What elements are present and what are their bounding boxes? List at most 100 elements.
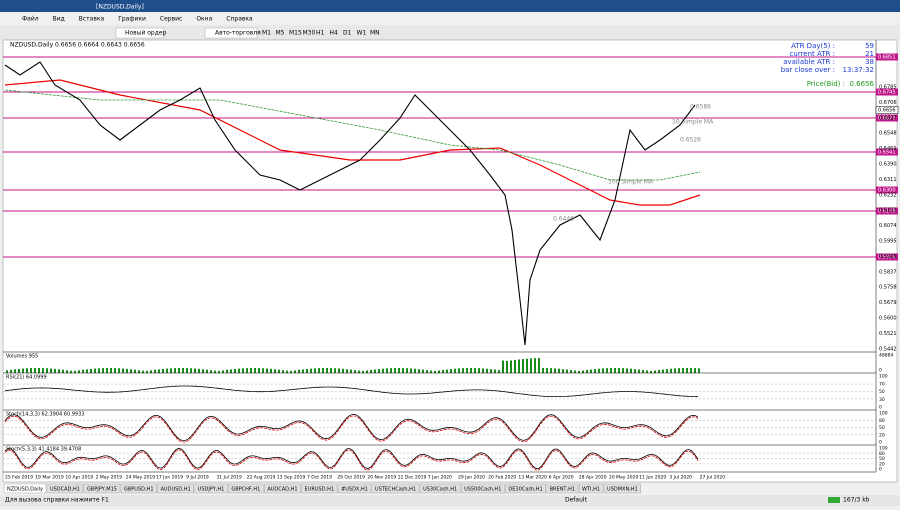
volume-bar [398,368,400,373]
price-tick-label: 0.6311 [879,177,897,183]
tab[interactable] [157,483,194,494]
date-label: 29 Jan 2020 [458,475,485,481]
tab[interactable] [83,483,121,494]
volume-bar [262,368,264,373]
level-label: 0.6623 [878,116,896,122]
tab[interactable] [3,483,47,494]
info-box: ATR Day(5) : 59 current ATR : 21 available A… [781,42,875,88]
date-label: 3 Jul 2020 [669,475,692,481]
menu-item[interactable]: Сервис [160,16,182,23]
tab-label[interactable]: USDCAD,H1 [50,487,80,493]
tab-label[interactable]: USDMXN,H1 [607,487,638,493]
tab-label[interactable]: AUDCAD,H1 [267,487,297,493]
volume-bar [446,369,448,373]
menu-item[interactable]: Графики [118,16,146,23]
date-label: 13 Sep 2019 [277,475,306,481]
price-tick-label: 0.5758 [879,285,897,291]
level-label: 0.6851 [878,55,896,61]
volume-bar [414,368,416,373]
level-tag [876,207,898,215]
tab[interactable] [460,483,505,494]
menu-item[interactable]: Вид [53,16,65,23]
tab[interactable] [264,483,301,494]
volume-bar [106,368,108,373]
volume-bar [54,368,56,373]
timeframe-button[interactable]: W1 [357,30,367,37]
volume-bar [330,368,332,373]
volume-bar [362,370,364,373]
volume-bar [274,369,276,373]
tab[interactable] [371,483,420,494]
date-label: 25 Feb 2019 [5,475,33,481]
volume-bar [426,370,428,373]
tab[interactable] [603,483,641,494]
tab-label[interactable]: GBPUSD,H1 [124,487,154,493]
annotation: 0.6586 [690,104,711,111]
menu-item[interactable]: Вставка [79,16,105,23]
tab[interactable] [46,483,84,494]
volume-bar [190,368,192,373]
tab-label[interactable]: US500Cash,H1 [464,487,501,493]
tab[interactable] [505,483,546,494]
tab-label[interactable]: US30Cash,H1 [423,487,457,493]
menu-item[interactable]: Окна [196,16,212,23]
volume-bar [102,368,104,373]
tab[interactable] [301,483,338,494]
volume-bar [70,370,72,373]
volume-bar [50,368,52,373]
tab-label[interactable]: GBPJPY,M15 [87,487,117,493]
menu-item[interactable]: Файл [22,16,39,23]
volume-bar [278,369,280,373]
indicator-scale: 80 [879,451,885,457]
price-tick-label: 0.5679 [879,300,897,306]
volume-bar [374,369,376,373]
tab-label[interactable]: USTECHCash,H1 [375,487,416,493]
auto-trading-label[interactable]: Авто-торговля [215,30,261,37]
tab-label[interactable]: #USDX,H1 [341,487,368,493]
timeframe-button[interactable]: M1 [262,30,271,37]
volume-bar [358,370,360,373]
volume-bar [658,370,660,373]
timeframe-button[interactable]: MN [370,30,380,37]
tab[interactable] [419,483,461,494]
tab-label[interactable]: USDJPY,H1 [198,487,225,493]
tab-label[interactable]: GBPCHF,H1 [231,487,260,493]
indicator-label: Stoch(14,3,3) 62.3904 60.9933 [6,412,84,418]
volume-bar [674,368,676,373]
tab[interactable] [194,483,228,494]
volume-bar [210,370,212,373]
tab[interactable] [546,483,579,494]
level-tag [876,186,898,194]
volume-bar [370,369,372,373]
timeframe-button[interactable]: H4 [330,30,339,37]
auto-trading-button[interactable] [204,27,258,39]
tab[interactable] [337,483,372,494]
volume-bar [678,368,680,373]
tab[interactable] [228,483,264,494]
tab-label[interactable]: WTI,H1 [582,487,600,493]
level-tag [876,253,898,261]
price-axis: 0.6785 0.6706 0.6627 0.6548 0.6469 0.6390 0.63… [879,85,897,353]
tab-label[interactable]: BRENT,H1 [550,487,575,493]
timeframe-button[interactable]: M5 [276,30,285,37]
volume-bar [298,369,300,373]
timeframe-button[interactable]: M30 [303,30,316,37]
menu-item[interactable]: Справка [226,16,253,23]
tab[interactable] [120,483,157,494]
timeframe-button[interactable]: M15 [289,30,302,37]
volume-bar [26,368,28,373]
tab-label[interactable]: DE30Cash,H1 [508,487,542,493]
price-tick-label: 0.6627 [879,115,897,121]
timeframe-button[interactable]: D1 [343,30,352,37]
info-label: current ATR : [790,50,835,58]
timeframe-button[interactable]: H1 [316,30,325,37]
level-tag [876,53,898,61]
traffic-icon [828,497,840,503]
tab[interactable] [578,483,604,494]
volume-bar [334,368,336,373]
tab-label[interactable]: AUDUSD,H1 [161,487,191,493]
tab-label[interactable]: NZDUSD,Daily [7,487,43,493]
new-order-label[interactable]: Новый ордер [125,30,167,37]
tab-label[interactable]: EURUSD,H1 [305,487,335,493]
new-order-button[interactable] [115,27,165,39]
